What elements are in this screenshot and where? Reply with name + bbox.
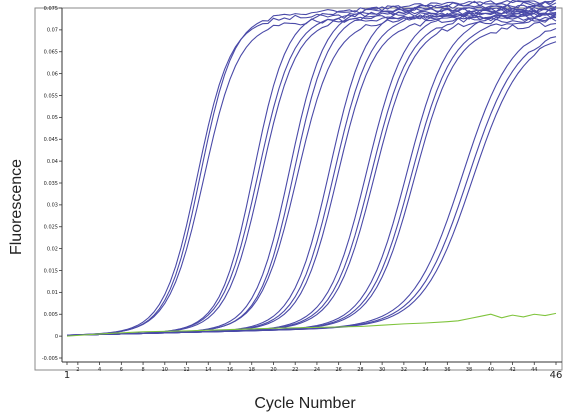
x-tick-label: 12 (183, 367, 189, 373)
y-tick-label: 0.045 (44, 137, 58, 143)
amplification-curve (66, 0, 557, 336)
y-tick-label: 0.06 (47, 71, 58, 77)
amplification-curve (66, 10, 557, 336)
amplification-curve (66, 0, 557, 336)
x-tick-label: 14 (205, 367, 211, 373)
amplification-curve (66, 17, 557, 336)
amplification-curve (66, 12, 557, 336)
x-axis-label: Cycle Number (254, 395, 356, 412)
amplification-curve (66, 16, 557, 336)
x-tick-label: 36 (444, 367, 450, 373)
y-tick-label: 0.015 (44, 268, 58, 274)
amplification-curve (66, 21, 557, 336)
x-tick-label: 32 (401, 367, 407, 373)
y-tick-label: 0.05 (47, 115, 58, 121)
x-tick-label: 20 (270, 367, 276, 373)
amplification-curve (66, 8, 557, 336)
x-tick-label: 6 (120, 367, 123, 373)
x-tick-label: 30 (379, 367, 385, 373)
x-tick-label: 40 (488, 367, 494, 373)
x-tick-label: 22 (292, 367, 298, 373)
x-tick-label: 38 (466, 367, 472, 373)
amplification-curve (66, 4, 557, 336)
y-tick-label: 0.07 (47, 28, 58, 34)
amplification-curve (66, 10, 556, 336)
x-tick-label: 46 (550, 370, 563, 381)
amplification-curve (66, 27, 557, 336)
x-tick-label: 16 (227, 367, 233, 373)
y-tick-label: 0.02 (47, 246, 58, 252)
y-tick-label: 0.055 (44, 93, 58, 99)
x-tick-label: 18 (249, 367, 255, 373)
amplification-curve (66, 6, 557, 336)
x-tick-label: 1 (64, 370, 70, 381)
y-tick-label: 0 (55, 334, 58, 340)
x-tick-label: 42 (509, 367, 515, 373)
x-tick-label: 26 (335, 367, 341, 373)
amplification-curve (66, 14, 557, 336)
amplification-curve (66, 3, 557, 336)
amplification-curve (66, 7, 557, 336)
y-tick-label: 0.04 (47, 159, 58, 165)
amplification-curve (66, 13, 557, 336)
negative-control-curve (66, 312, 557, 337)
x-tick-label: 24 (314, 367, 320, 373)
y-tick-label: 0.075 (44, 6, 58, 12)
y-tick-label: 0.005 (44, 312, 58, 318)
y-axis-label: Fluorescence (8, 159, 25, 255)
x-tick-label: 44 (531, 367, 537, 373)
x-tick-label: 10 (162, 367, 168, 373)
amplification-curve (66, 41, 557, 336)
amplification-curve (66, 5, 557, 336)
y-tick-label: 0.035 (44, 181, 58, 187)
y-tick-label: 0.01 (47, 290, 58, 296)
y-tick-label: 0.03 (47, 203, 58, 209)
amplification-curve (66, 1, 557, 336)
amplification-curve (66, 36, 557, 336)
y-tick-label: 0.025 (44, 225, 58, 231)
x-tick-label: 28 (357, 367, 363, 373)
x-tick-label: 4 (98, 367, 101, 373)
amplification-curve (66, 12, 557, 336)
y-tick-label: -0.005 (42, 356, 58, 362)
plot-frame (34, 7, 563, 371)
x-tick-label: 2 (76, 367, 79, 373)
y-tick-label: 0.065 (44, 50, 58, 56)
x-tick-label: 8 (141, 367, 144, 373)
x-tick-label: 34 (422, 367, 428, 373)
